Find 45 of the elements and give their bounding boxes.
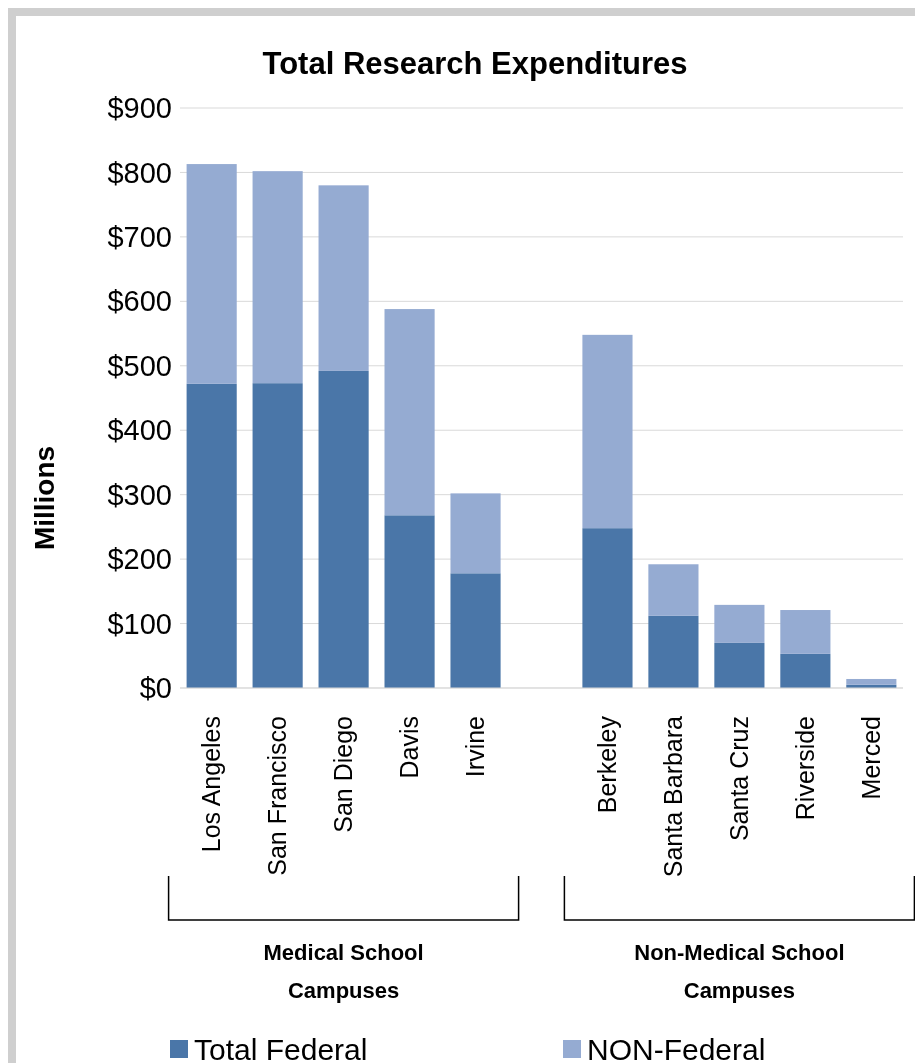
x-tick-label: San Francisco	[263, 716, 292, 876]
text: Non-Medical School Campuses	[634, 940, 845, 1003]
legend-label: Total Federal	[194, 1032, 368, 1063]
bar	[648, 564, 699, 616]
bar	[582, 334, 633, 529]
bar	[648, 615, 699, 688]
x-tick-label: Merced	[857, 716, 886, 800]
chart-title: Total Research Expenditures	[262, 46, 688, 81]
x-tick-label: Irvine	[461, 716, 490, 778]
y-tick-label: $0	[139, 672, 172, 705]
x-tick-label: Los Angeles	[197, 716, 226, 853]
bar	[780, 653, 831, 688]
text: Medical School Campuses	[263, 940, 424, 1003]
bar	[450, 573, 501, 688]
x-tick-label: Berkeley	[593, 715, 622, 814]
bar	[780, 610, 831, 654]
bar	[714, 604, 765, 643]
y-tick-label: $800	[107, 156, 172, 189]
bar	[384, 309, 435, 516]
bar	[582, 528, 633, 688]
y-tick-label: $700	[107, 221, 172, 254]
x-tick-label: Riverside	[791, 716, 820, 821]
x-tick-label: Santa Barbara	[659, 715, 688, 878]
x-tick-label: Santa Cruz	[725, 716, 754, 842]
bar	[318, 185, 369, 371]
x-tick-label: Davis	[395, 716, 424, 779]
bar	[450, 493, 501, 574]
y-tick-label: $300	[107, 478, 172, 511]
bar	[318, 370, 369, 688]
bar	[714, 642, 765, 688]
y-tick-label: $400	[107, 414, 172, 447]
bar	[252, 171, 303, 384]
bar	[186, 164, 237, 384]
y-tick-label: $200	[107, 543, 172, 576]
y-tick-label: $600	[107, 285, 172, 318]
y-tick-label: $500	[107, 349, 172, 382]
y-tick-label: $900	[107, 92, 172, 125]
bar	[252, 383, 303, 688]
y-axis-title: Millions	[29, 445, 60, 551]
bar	[846, 678, 897, 685]
bar	[186, 383, 237, 688]
x-tick-label: San Diego	[329, 716, 358, 833]
bar	[384, 515, 435, 688]
y-tick-label: $100	[107, 607, 172, 640]
legend-label: NON-Federal	[587, 1032, 766, 1063]
